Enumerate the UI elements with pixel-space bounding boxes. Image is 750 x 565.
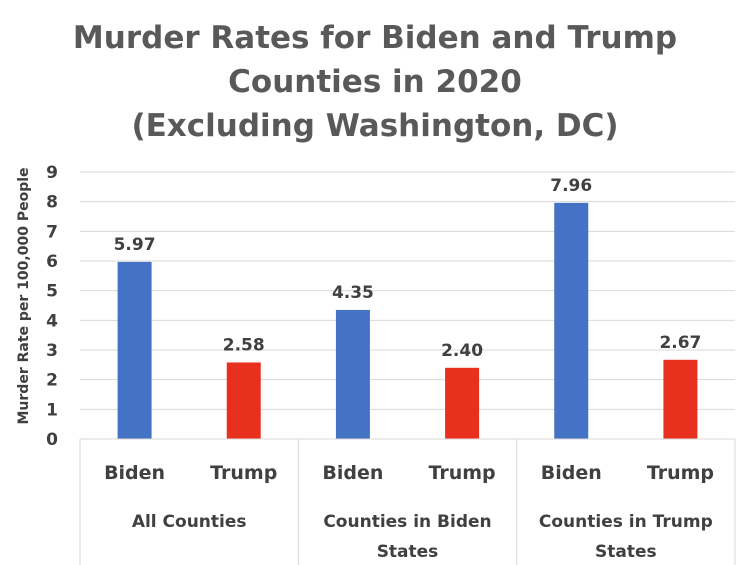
group-label: States (377, 542, 439, 562)
bars: 5.97 2.58 4.35 2.40 7.96 2.67 (114, 176, 701, 439)
data-label: 2.58 (223, 335, 265, 355)
y-axis-ticks: 0 1 2 3 4 5 6 7 8 9 (46, 163, 58, 450)
chart-title: Murder Rates for Biden and Trump Countie… (0, 16, 750, 148)
bar-biden (554, 202, 589, 439)
bar-trump (663, 359, 698, 439)
y-tick-label: 9 (46, 163, 58, 183)
bar-biden (117, 261, 152, 439)
gridlines (80, 171, 735, 410)
data-label: 7.96 (550, 176, 592, 196)
x-tick-label: Biden (541, 462, 602, 484)
x-tick-label: Trump (210, 462, 277, 484)
group-label: Counties in Trump (539, 512, 713, 532)
x-axis: Biden Trump All Counties Biden Trump Counties… (79, 438, 736, 565)
bar-biden (335, 309, 370, 439)
bar-trump (445, 367, 480, 439)
chart-title-line-2: Counties in 2020 (228, 64, 522, 100)
x-tick-label: Biden (322, 462, 383, 484)
y-tick-label: 6 (46, 252, 58, 272)
group-label: All Counties (132, 512, 247, 532)
y-tick-label: 1 (46, 400, 58, 420)
y-axis-label: Murder Rate per 100,000 People (16, 167, 32, 424)
y-tick-label: 4 (46, 311, 58, 331)
x-tick-label: Trump (428, 462, 495, 484)
data-label: 4.35 (332, 283, 374, 303)
group-label: Counties in Biden (323, 512, 491, 532)
x-tick-label: Biden (104, 462, 165, 484)
y-tick-label: 0 (46, 430, 58, 450)
data-label: 2.40 (441, 341, 483, 361)
y-tick-label: 5 (46, 282, 58, 302)
data-label: 5.97 (114, 235, 156, 255)
y-tick-label: 3 (46, 341, 58, 361)
y-tick-label: 8 (46, 193, 58, 213)
bar-trump (226, 362, 261, 439)
x-tick-label: Trump (647, 462, 714, 484)
data-label: 2.67 (659, 333, 701, 353)
chart-title-line-1: Murder Rates for Biden and Trump (72, 20, 678, 56)
group-label: States (595, 542, 657, 562)
y-tick-label: 2 (46, 371, 58, 391)
y-tick-label: 7 (46, 222, 58, 242)
chart-title-line-3: (Excluding Washington, DC) (131, 108, 619, 144)
